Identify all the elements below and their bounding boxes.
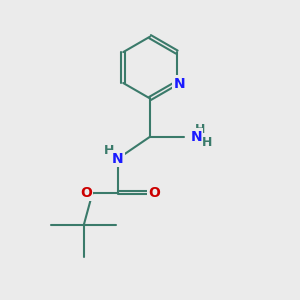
Text: O: O <box>148 186 160 200</box>
Text: H: H <box>195 123 205 136</box>
Text: N: N <box>173 76 185 91</box>
Text: H: H <box>202 136 213 149</box>
Text: H: H <box>104 144 115 157</box>
Text: N: N <box>112 152 123 166</box>
Text: N: N <box>190 130 202 144</box>
Text: O: O <box>80 186 92 200</box>
